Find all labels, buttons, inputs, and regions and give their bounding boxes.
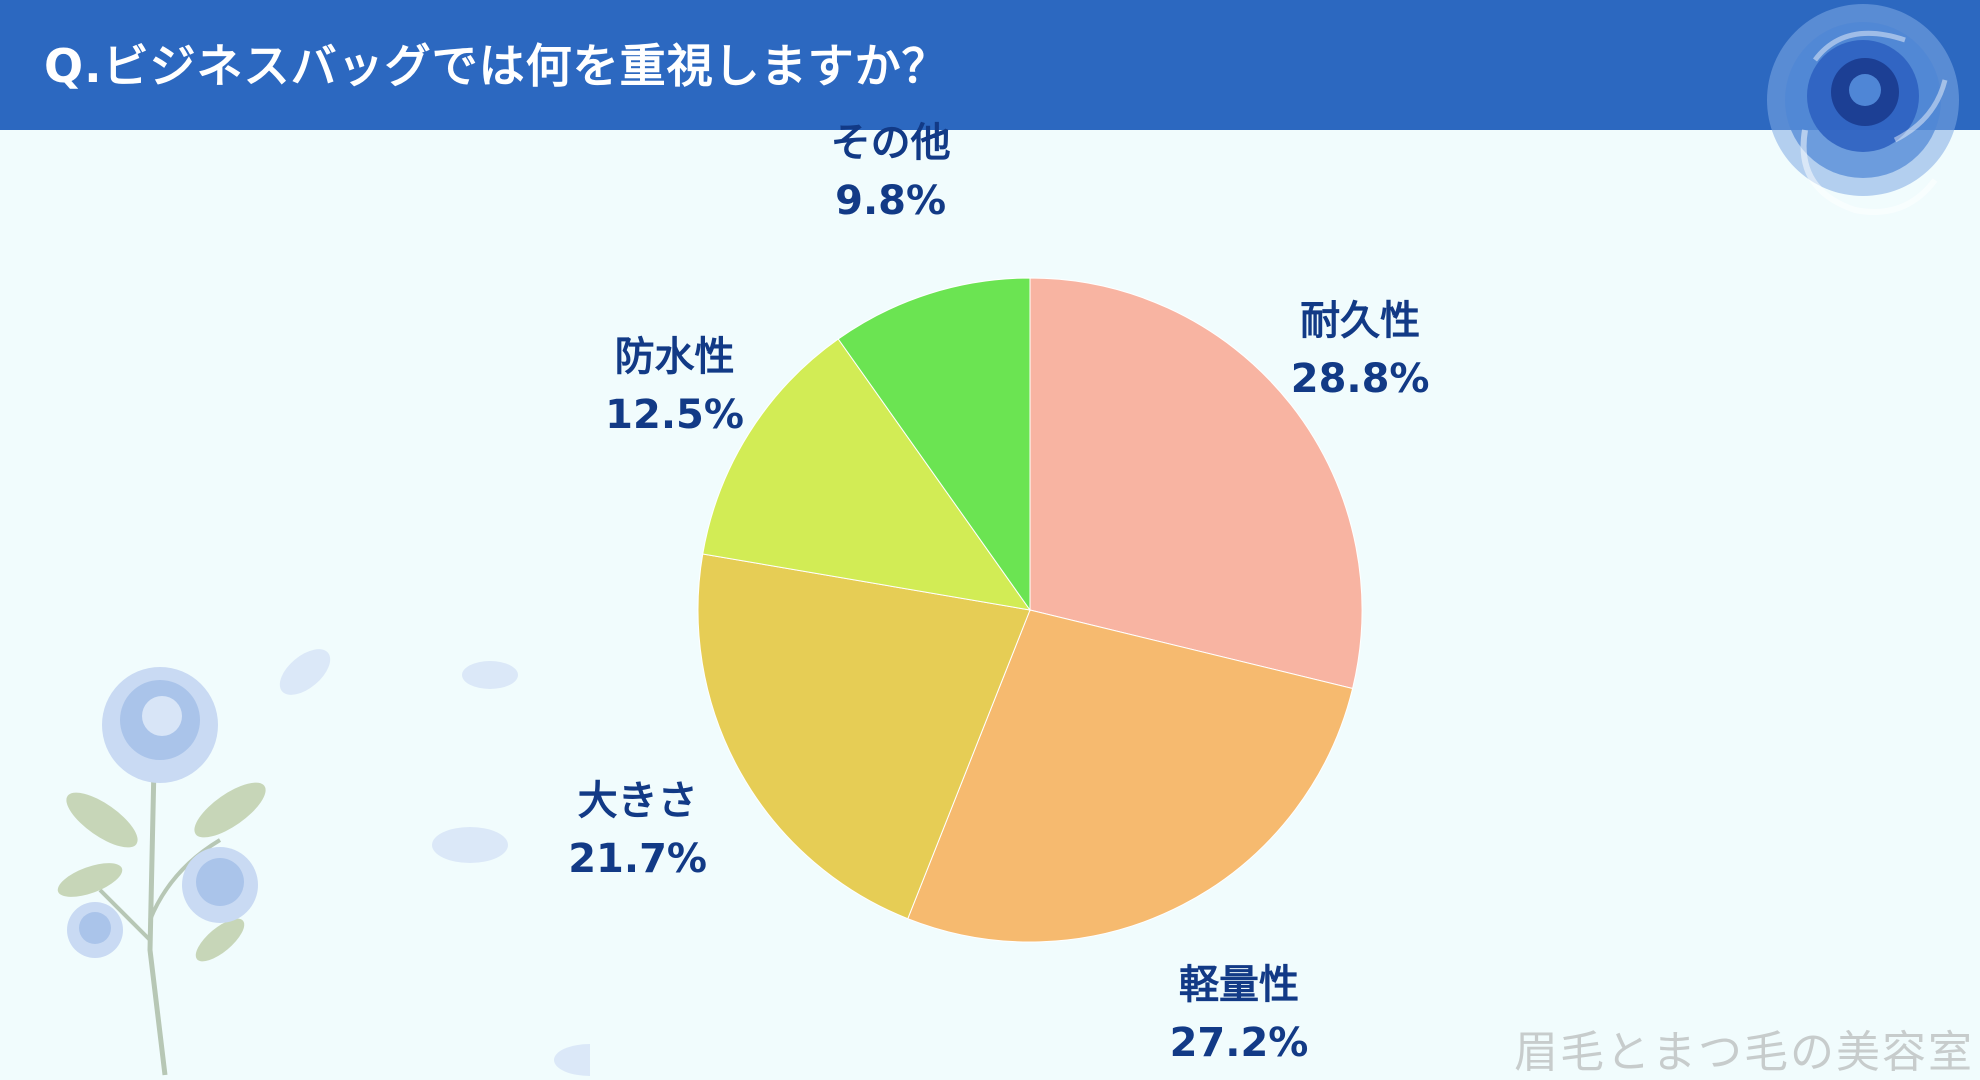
slice-label-name: その他	[830, 119, 951, 166]
blue-rose-icon	[1767, 4, 1959, 215]
slice-label-value: 28.8%	[1290, 356, 1430, 403]
slice-label-value: 27.2%	[1169, 1020, 1309, 1067]
slice-label-name: 防水性	[614, 334, 735, 381]
blue-rose-branch-icon	[57, 649, 590, 1076]
pie-slice-other	[837, 277, 1031, 612]
slice-label-name: 大きさ	[577, 778, 698, 825]
header-bar: Q.ビジネスバッグでは何を重視しますか？	[0, 0, 1980, 130]
pie-slice-waterproof	[702, 338, 1032, 611]
slice-label-name: 軽量性	[1178, 962, 1299, 1009]
slice-label-name: 耐久性	[1300, 298, 1421, 345]
page-title: Q.ビジネスバッグでは何を重視しますか？	[44, 39, 949, 93]
slice-label-size: 大きさ 21.7%	[568, 772, 707, 888]
pie-slice-size	[697, 553, 1031, 920]
slice-label-durability: 耐久性 28.8%	[1291, 292, 1430, 408]
slice-label-value: 9.8%	[835, 177, 947, 224]
slice-label-waterproof: 防水性 12.5%	[605, 328, 744, 444]
pie-slice-durability	[1029, 277, 1363, 690]
slice-label-value: 12.5%	[605, 392, 744, 439]
pie-slice-lightweight	[907, 609, 1354, 943]
slice-label-other: その他 9.8%	[831, 114, 951, 230]
watermark: 眉毛とまつ毛の美容室	[1514, 1027, 1974, 1078]
slice-label-value: 21.7%	[568, 836, 707, 883]
pie-slices	[697, 277, 1363, 943]
slice-label-lightweight: 軽量性 27.2%	[1170, 956, 1309, 1072]
